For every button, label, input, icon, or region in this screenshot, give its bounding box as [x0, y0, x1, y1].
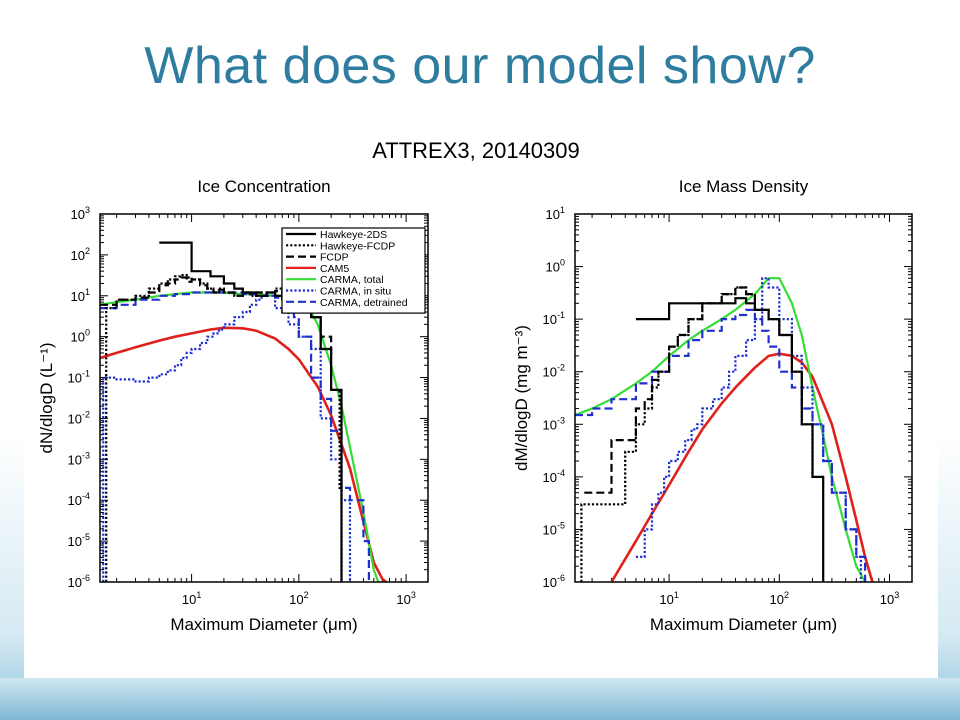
- legend-label: CARMA, in situ: [320, 286, 391, 298]
- x-tick-label: 102: [770, 590, 789, 607]
- ice-concentration-chart: Ice Concentration 101 102 103 103 102 101 100 10…: [37, 177, 429, 634]
- y-tick-label: 100: [71, 328, 90, 345]
- y-tick-label: 100: [546, 258, 565, 275]
- figure-panel: ATTREX3, 20140309 Ice Concentration 101 10…: [24, 128, 938, 678]
- y-tick-label: 10-6: [68, 573, 90, 590]
- axis-ticks: [575, 213, 912, 583]
- y-tick-label: 103: [71, 205, 90, 222]
- series-line-carma-total: [575, 277, 867, 582]
- y-tick-label: 10-5: [68, 532, 90, 549]
- bottom-decoration: [0, 678, 960, 720]
- chart-title: Ice Concentration: [197, 177, 330, 196]
- x-axis-label: Maximum Diameter (μm): [650, 615, 837, 634]
- series-group: [100, 241, 387, 582]
- y-tick-label: 10-2: [543, 363, 565, 380]
- y-tick-label: 101: [71, 287, 90, 304]
- series-group: [575, 277, 874, 582]
- legend-label: CAM5: [320, 263, 349, 275]
- series-line-carma-detrained: [575, 308, 867, 582]
- ice-mass-density-chart: Ice Mass Density 101 102 103 101 100 10-1 10-2 1…: [512, 177, 913, 634]
- x-tick-label: 103: [396, 590, 415, 607]
- legend-label: CARMA, detrained: [320, 297, 408, 309]
- y-tick-label: 10-2: [68, 409, 90, 426]
- x-axis-label: Maximum Diameter (μm): [170, 615, 357, 634]
- series-line-carma-total: [100, 291, 380, 582]
- series-line-carma-in-situ: [102, 294, 352, 582]
- plot-frame: [574, 213, 913, 583]
- figure-suptitle: ATTREX3, 20140309: [372, 138, 580, 163]
- x-tick-label: 101: [182, 590, 201, 607]
- series-line-hawkeye-fcdp: [105, 274, 343, 582]
- y-tick-label: 10-6: [543, 573, 565, 590]
- y-tick-label: 10-4: [68, 491, 90, 508]
- series-line-hawkeye-fcdp: [580, 286, 814, 582]
- series-line-carma-in-situ: [635, 277, 862, 582]
- legend-label: CARMA, total: [320, 274, 384, 286]
- legend-label: FCDP: [320, 252, 349, 264]
- y-tick-label: 102: [71, 246, 90, 263]
- y-tick-label: 10-4: [543, 468, 565, 485]
- x-tick-label: 101: [659, 590, 678, 607]
- legend-label: Hawkeye-2DS: [320, 229, 387, 241]
- y-axis-label: dN/dlogD (L⁻¹): [37, 342, 56, 453]
- figure-svg: ATTREX3, 20140309 Ice Concentration 101 10…: [37, 138, 913, 634]
- y-axis-label: dM/dlogD (mg m⁻³): [512, 325, 531, 471]
- chart-title: Ice Mass Density: [679, 177, 809, 196]
- plot-frame: [99, 213, 429, 583]
- y-tick-label: 10-1: [543, 310, 565, 327]
- x-tick-label: 103: [880, 590, 899, 607]
- series-line-hawkeye-2ds: [635, 297, 825, 582]
- y-tick-label: 101: [546, 205, 565, 222]
- series-line-hawkeye-2ds: [159, 241, 343, 582]
- x-tick-label: 102: [289, 590, 308, 607]
- y-tick-label: 10-3: [68, 450, 90, 467]
- legend-box: [281, 227, 426, 314]
- series-line-cam5: [100, 326, 387, 582]
- slide-title: What does our model show?: [144, 37, 816, 95]
- series-line-cam5: [610, 352, 874, 582]
- y-tick-label: 10-5: [543, 520, 565, 537]
- y-tick-label: 10-3: [543, 415, 565, 432]
- y-tick-label: 10-1: [68, 369, 90, 386]
- legend-label: Hawkeye-FCDP: [320, 240, 395, 252]
- series-line-carma-detrained: [100, 291, 370, 582]
